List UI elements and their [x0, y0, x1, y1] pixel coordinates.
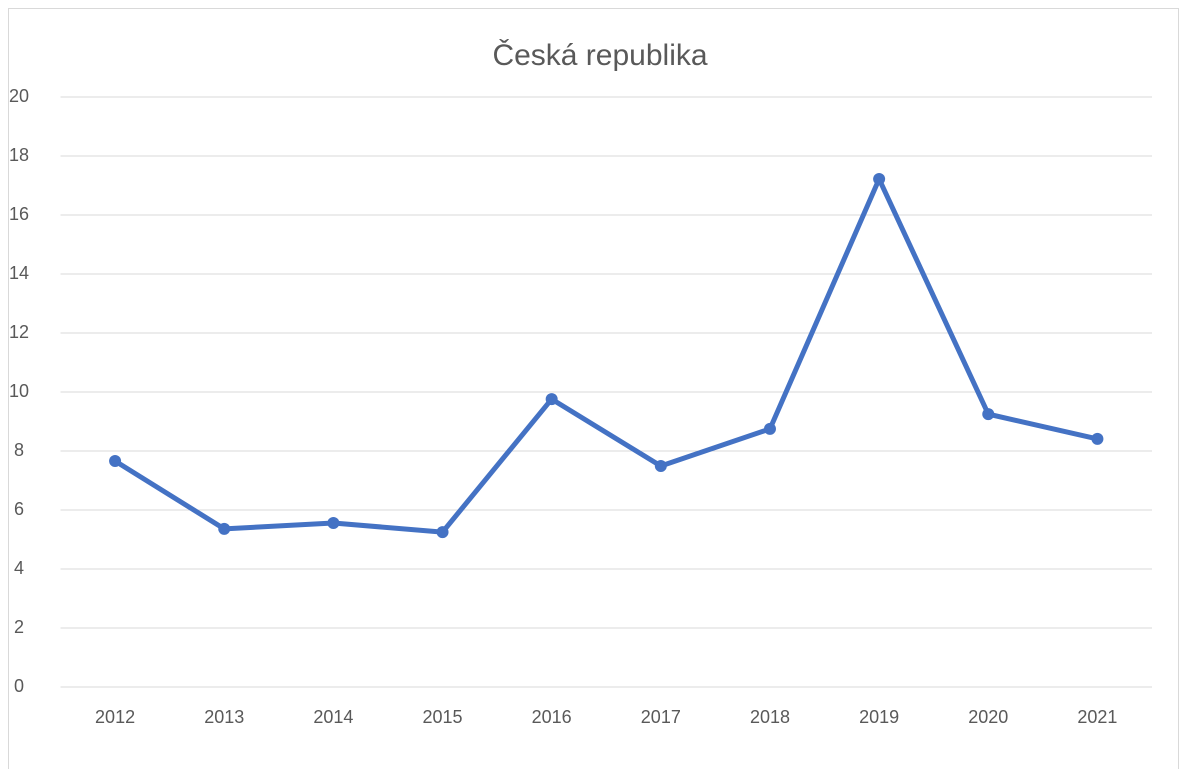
marker — [1091, 432, 1104, 445]
marker — [763, 422, 776, 435]
y-tick-label: 2 — [14, 617, 24, 637]
marker — [109, 455, 122, 468]
chart-frame — [8, 8, 1179, 769]
series-line — [113, 176, 1098, 535]
y-tick-label: 18 — [9, 145, 29, 165]
y-tick-label: 6 — [14, 499, 24, 519]
marker — [982, 408, 995, 421]
x-tick-label: 2012 — [95, 707, 135, 727]
marker — [218, 522, 231, 535]
chart-title: Česká republika — [492, 38, 707, 72]
y-tick-label: 16 — [9, 204, 29, 224]
x-tick-label: 2016 — [532, 707, 572, 727]
x-tick-label: 2019 — [859, 707, 899, 727]
y-tick-label: 20 — [9, 86, 29, 106]
marker — [873, 173, 886, 186]
x-tick-label: 2018 — [750, 707, 790, 727]
x-tick-label: 2015 — [423, 707, 463, 727]
y-tick-label: 14 — [9, 263, 29, 283]
x-tick-label: 2017 — [641, 707, 681, 727]
y-tick-label: 12 — [9, 322, 29, 342]
x-tick-label: 2013 — [204, 707, 244, 727]
y-tick-label: 0 — [14, 676, 24, 696]
marker — [327, 516, 340, 529]
y-tick-label: 8 — [14, 440, 24, 460]
y-tick-label: 4 — [14, 558, 24, 578]
marker — [436, 526, 449, 539]
x-tick-label: 2014 — [313, 707, 353, 727]
x-tick-label: 2021 — [1077, 707, 1117, 727]
marker — [654, 460, 667, 473]
marker — [545, 393, 558, 406]
y-tick-label: 10 — [9, 381, 29, 401]
x-tick-label: 2020 — [968, 707, 1008, 727]
